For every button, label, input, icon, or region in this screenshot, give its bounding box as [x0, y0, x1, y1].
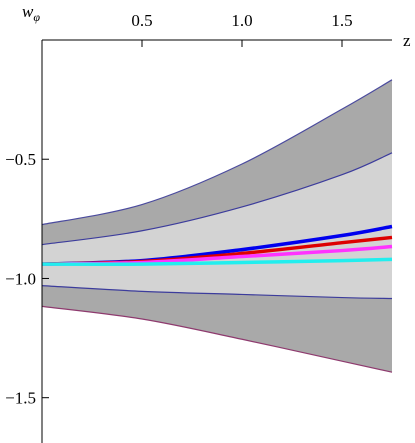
- y-tick-label: −1.0: [5, 269, 36, 288]
- band-upper-line: [41, 79, 393, 226]
- y-tick-label: −1.5: [5, 389, 36, 408]
- x-tick-label: 1.0: [231, 11, 252, 30]
- band-lower-line: [41, 285, 393, 300]
- y-label-main: w: [22, 2, 34, 21]
- series-line: [41, 257, 393, 267]
- x-axis-label: z: [403, 31, 411, 50]
- y-axis-label: wφ: [22, 2, 40, 24]
- band-upper-line: [41, 152, 393, 246]
- x-tick-label: 1.5: [331, 11, 352, 30]
- y-tick-label: −0.5: [5, 150, 36, 169]
- y-label-sub: φ: [33, 10, 40, 24]
- x-tick-label: 0.5: [131, 11, 152, 30]
- band-lower-line: [41, 305, 393, 373]
